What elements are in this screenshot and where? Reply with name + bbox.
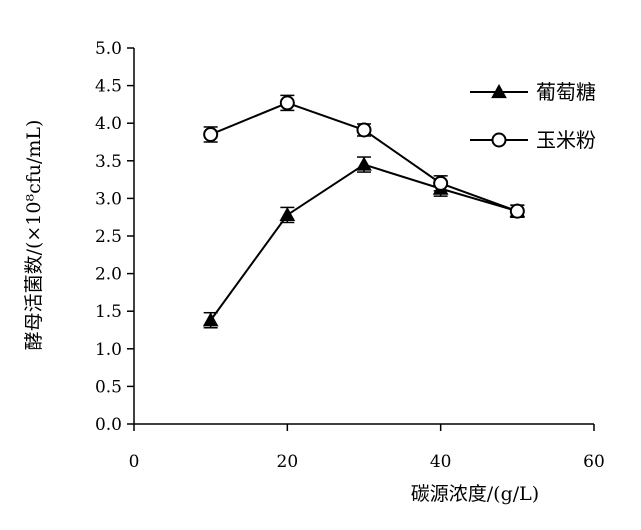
- data-point: [356, 122, 372, 138]
- data-point: [356, 156, 372, 171]
- y-tick-label: 1.5: [95, 302, 122, 322]
- y-tick-label: 0.0: [95, 415, 122, 435]
- y-tick-label: 3.5: [95, 152, 122, 172]
- x-tick-label: 0: [129, 452, 140, 472]
- data-point: [279, 95, 295, 111]
- x-ticks: 0 20 40 60: [129, 424, 605, 472]
- axes: [133, 48, 594, 425]
- series-line: [209, 163, 518, 321]
- y-axis-label: 酵母活菌数/(×10⁸cfu/mL): [23, 120, 45, 351]
- legend-label: 玉米粉: [536, 128, 596, 152]
- data-point: [279, 206, 296, 222]
- data-point: [202, 312, 219, 327]
- data-point: [203, 126, 219, 142]
- x-axis-label: 碳源浓度/(g/L): [411, 483, 539, 505]
- legend-marker: [491, 132, 507, 148]
- legend-label: 葡萄糖: [536, 80, 596, 104]
- y-tick-label: 1.0: [95, 340, 122, 360]
- y-tick-label: 5.0: [95, 39, 122, 59]
- series-layer: [202, 94, 526, 329]
- legend-marker: [491, 83, 507, 99]
- x-tick-label: 60: [583, 452, 605, 472]
- series-2: [203, 94, 525, 219]
- data-point: [509, 203, 525, 219]
- y-tick-label: 0.5: [95, 377, 122, 397]
- series-1: [202, 156, 526, 329]
- data-point: [433, 175, 449, 191]
- y-ticks: 0.0 0.5 1.0 1.5 2.0 2.5 3.0 3.5 4.0 4.5 5.0: [95, 39, 134, 435]
- y-tick-label: 3.0: [95, 189, 122, 209]
- y-tick-label: 2.0: [95, 265, 122, 285]
- y-tick-label: 4.0: [95, 114, 122, 134]
- legend-item-2: 玉米粉: [470, 128, 596, 152]
- x-tick-label: 20: [277, 452, 299, 472]
- x-tick-label: 40: [430, 452, 452, 472]
- legend-item-1: 葡萄糖: [470, 80, 596, 104]
- y-tick-label: 2.5: [95, 227, 122, 247]
- y-tick-label: 4.5: [95, 77, 122, 97]
